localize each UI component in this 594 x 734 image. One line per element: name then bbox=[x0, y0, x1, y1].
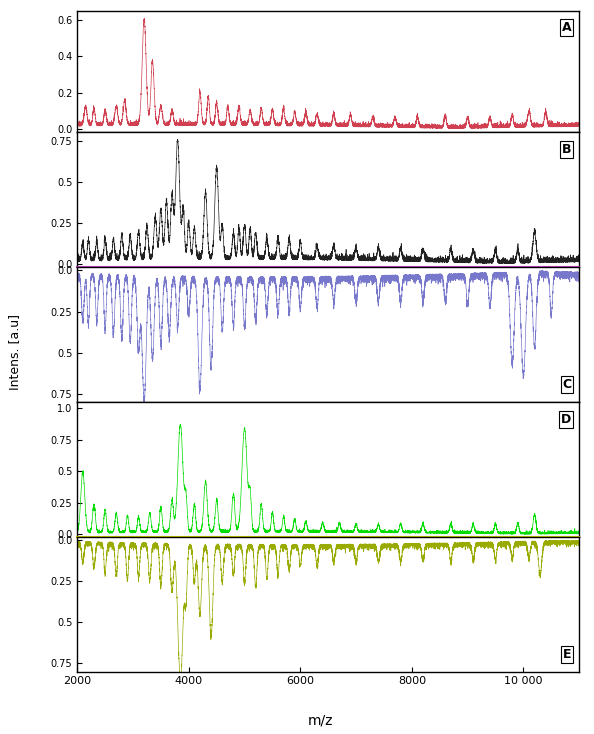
Text: C: C bbox=[563, 378, 571, 391]
Text: A: A bbox=[562, 21, 571, 34]
Text: m/z: m/z bbox=[308, 713, 333, 728]
Text: B: B bbox=[562, 143, 571, 156]
Text: Intens. [a.u]: Intens. [a.u] bbox=[8, 314, 21, 390]
Text: E: E bbox=[563, 648, 571, 661]
Text: D: D bbox=[561, 413, 571, 426]
